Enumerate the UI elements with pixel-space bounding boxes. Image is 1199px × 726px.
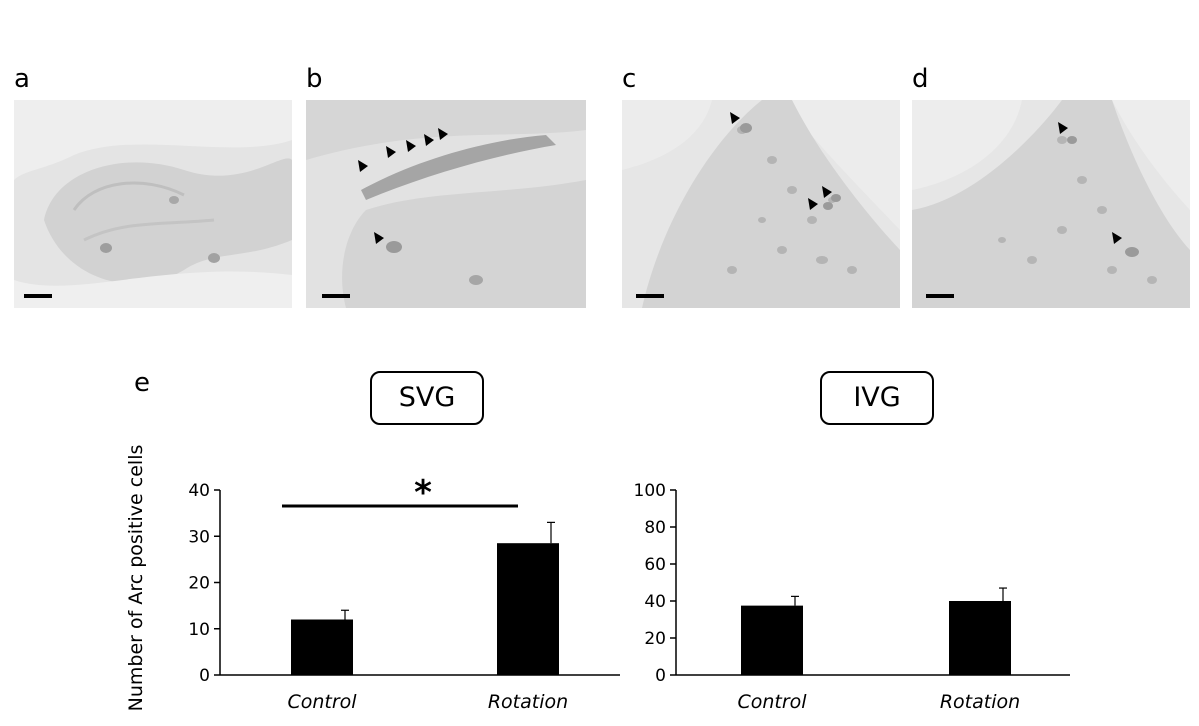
y-tick-label: 10: [188, 620, 210, 640]
x-category-label: Control: [287, 691, 357, 713]
y-axis-title-text: Number of Arc positive cells: [125, 445, 147, 712]
panel-letter-d: d: [912, 64, 929, 94]
y-tick-label: 30: [188, 527, 210, 547]
bar-rotation: [949, 601, 1011, 675]
y-tick-label: 100: [634, 481, 666, 501]
chart-svg: 0 10 20 30 40 Control Rotation *: [160, 470, 630, 720]
chart-title-svg: SVG: [370, 371, 484, 425]
y-axis-title: Number of Arc positive cells: [118, 434, 150, 722]
y-tick-label: 60: [644, 555, 666, 575]
panel-letter-e: e: [134, 368, 150, 398]
bar-control: [291, 619, 353, 675]
y-tick-label: 80: [644, 518, 666, 538]
micrograph-a: [14, 100, 292, 308]
x-category-label: Control: [737, 691, 807, 713]
x-category-label: Rotation: [488, 691, 568, 713]
x-category-label: Rotation: [940, 691, 1020, 713]
y-tick-label: 40: [188, 481, 210, 501]
chart-ivg: 0 20 40 60 80 100 Control Rotation: [610, 470, 1080, 720]
y-tick-label: 20: [644, 629, 666, 649]
micrograph-d: [912, 100, 1190, 308]
chart-svg-plot: 0 10 20 30 40 Control Rotation *: [188, 473, 620, 713]
y-tick-label: 0: [199, 666, 210, 686]
chart-ivg-plot: 0 20 40 60 80 100 Control Rotation: [634, 481, 1070, 713]
panel-letter-a: a: [14, 64, 30, 94]
significance-asterisk: *: [414, 473, 432, 513]
micrograph-c: [622, 100, 900, 308]
panel-letter-c: c: [622, 64, 637, 94]
micrograph-b: [306, 100, 586, 308]
y-tick-label: 0: [655, 666, 666, 686]
y-tick-label: 20: [188, 574, 210, 594]
y-tick-label: 40: [644, 592, 666, 612]
panel-letter-b: b: [306, 64, 323, 94]
bar-control: [741, 605, 803, 675]
bar-rotation: [497, 543, 559, 675]
chart-title-ivg: IVG: [820, 371, 934, 425]
